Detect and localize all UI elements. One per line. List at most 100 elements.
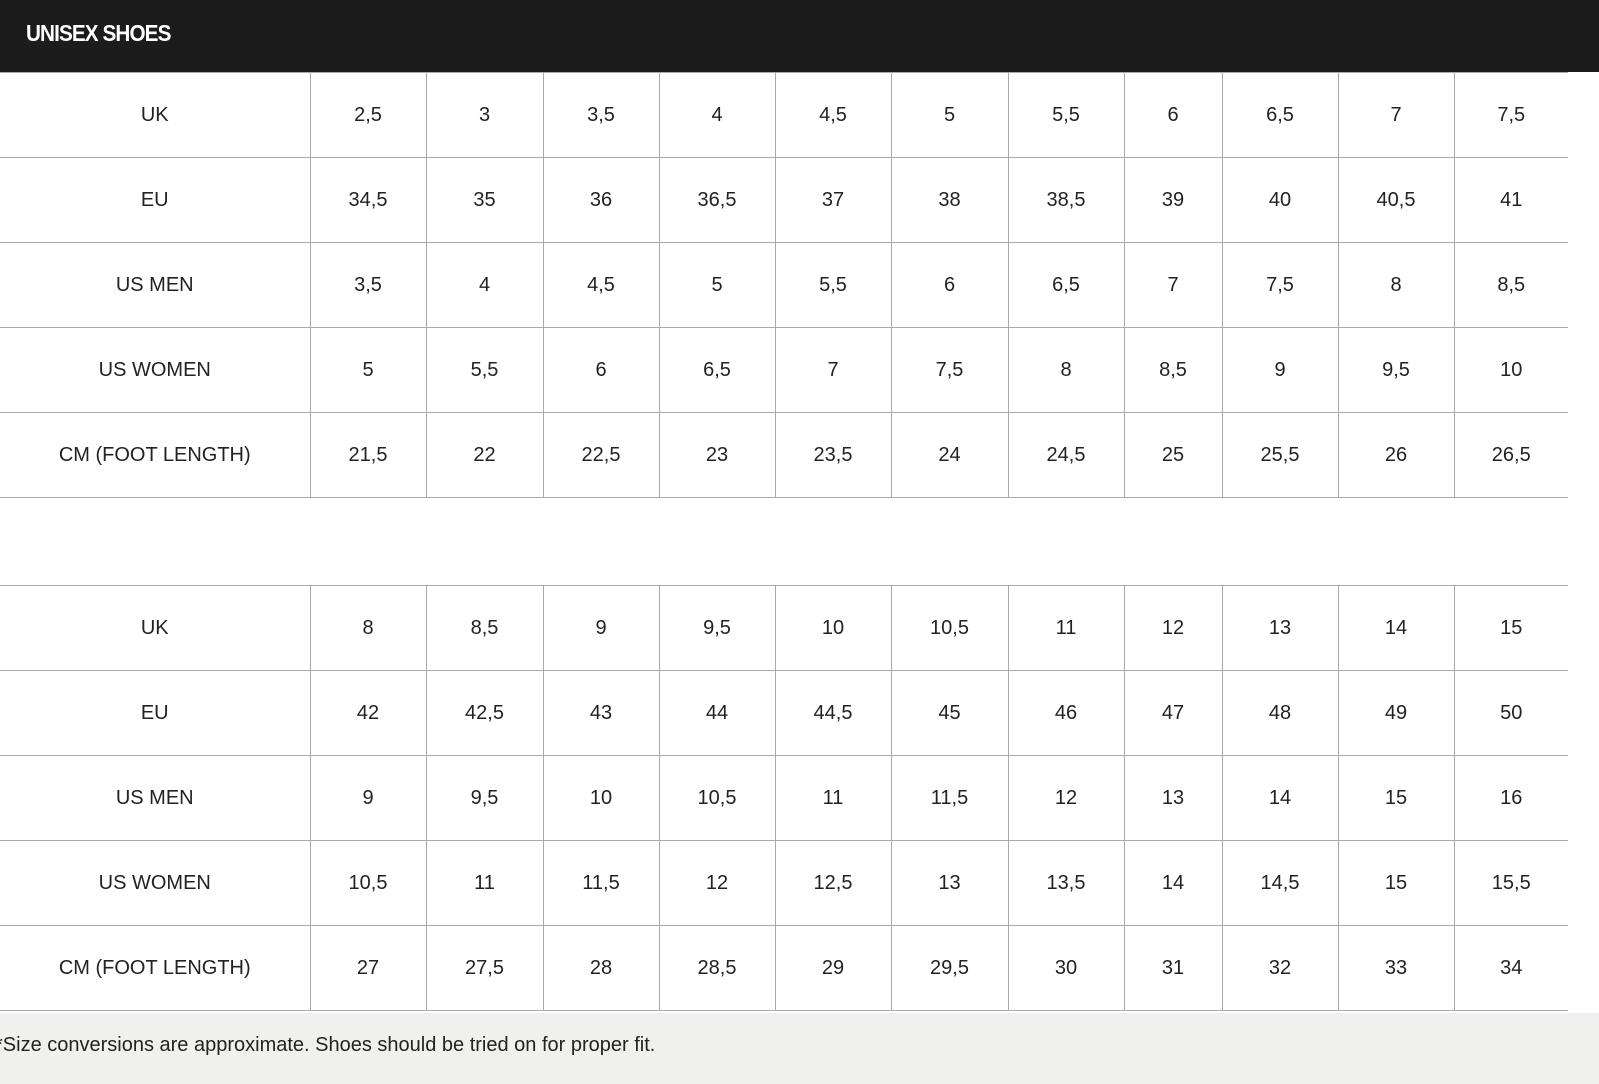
size-cell: 5 bbox=[890, 72, 1009, 158]
size-cell: 9,5 bbox=[1337, 327, 1455, 413]
row-label: US WOMEN bbox=[0, 327, 311, 413]
size-cell: 8 bbox=[1337, 242, 1455, 328]
size-cell: 11,5 bbox=[890, 755, 1009, 841]
size-cell: 3,5 bbox=[542, 72, 660, 158]
size-cell: 4 bbox=[425, 242, 544, 328]
size-cell: 8 bbox=[309, 585, 427, 671]
size-cell: 34,5 bbox=[309, 157, 427, 243]
section-title: UNISEX SHOES bbox=[26, 20, 171, 46]
size-cell: 12,5 bbox=[774, 840, 892, 926]
size-cell: 8,5 bbox=[1453, 242, 1568, 328]
size-cell: 44,5 bbox=[774, 670, 892, 756]
size-cell: 24 bbox=[890, 412, 1009, 498]
size-cell: 12 bbox=[658, 840, 776, 926]
size-cell: 22 bbox=[425, 412, 544, 498]
size-cell: 11 bbox=[425, 840, 544, 926]
size-cell: 10,5 bbox=[658, 755, 776, 841]
size-cell: 48 bbox=[1221, 670, 1339, 756]
size-cell: 14 bbox=[1123, 840, 1223, 926]
size-cell: 35 bbox=[425, 157, 544, 243]
size-cell: 49 bbox=[1337, 670, 1455, 756]
size-table-2: UK 8 8,5 9 9,5 10 10,5 11 12 13 14 15 EU 42 42,5 43 44 44… bbox=[0, 585, 1568, 1011]
size-cell: 16 bbox=[1453, 755, 1568, 841]
size-cell: 13 bbox=[1123, 755, 1223, 841]
row-label: US MEN bbox=[0, 242, 311, 328]
table-row: CM (FOOT LENGTH) 27 27,5 28 28,5 29 29,5 30 31 32… bbox=[0, 925, 1568, 1011]
size-cell: 6,5 bbox=[658, 327, 776, 413]
size-cell: 14,5 bbox=[1221, 840, 1339, 926]
size-cell: 8,5 bbox=[1123, 327, 1223, 413]
size-cell: 7 bbox=[1337, 72, 1455, 158]
size-cell: 33 bbox=[1337, 925, 1455, 1011]
size-cell: 50 bbox=[1453, 670, 1568, 756]
size-cell: 27,5 bbox=[425, 925, 544, 1011]
size-cell: 5,5 bbox=[425, 327, 544, 413]
table-row: US WOMEN 10,5 11 11,5 12 12,5 13 13,5 14 14,5 15 15… bbox=[0, 840, 1568, 926]
size-cell: 12 bbox=[1123, 585, 1223, 671]
section-header: UNISEX SHOES bbox=[0, 0, 1599, 72]
table-row: EU 42 42,5 43 44 44,5 45 46 47 48 49 50 bbox=[0, 670, 1568, 756]
size-cell: 10 bbox=[774, 585, 892, 671]
size-cell: 9,5 bbox=[425, 755, 544, 841]
size-cell: 10,5 bbox=[309, 840, 427, 926]
size-cell: 7,5 bbox=[890, 327, 1009, 413]
size-cell: 5 bbox=[309, 327, 427, 413]
size-cell: 29,5 bbox=[890, 925, 1009, 1011]
size-cell: 4 bbox=[658, 72, 776, 158]
size-cell: 36 bbox=[542, 157, 660, 243]
row-label: UK bbox=[0, 72, 311, 158]
size-cell: 14 bbox=[1337, 585, 1455, 671]
size-cell: 15 bbox=[1337, 840, 1455, 926]
table-row: US MEN 9 9,5 10 10,5 11 11,5 12 13 14 15 16 bbox=[0, 755, 1568, 841]
size-cell: 8 bbox=[1007, 327, 1125, 413]
size-cell: 36,5 bbox=[658, 157, 776, 243]
size-cell: 41 bbox=[1453, 157, 1568, 243]
size-cell: 15 bbox=[1453, 585, 1568, 671]
size-cell: 11 bbox=[774, 755, 892, 841]
size-cell: 32 bbox=[1221, 925, 1339, 1011]
size-cell: 12 bbox=[1007, 755, 1125, 841]
size-cell: 42 bbox=[309, 670, 427, 756]
size-cell: 43 bbox=[542, 670, 660, 756]
size-cell: 4,5 bbox=[774, 72, 892, 158]
footnote-text: *Size conversions are approximate. Shoes… bbox=[0, 1034, 656, 1056]
size-cell: 25 bbox=[1123, 412, 1223, 498]
size-cell: 6 bbox=[542, 327, 660, 413]
size-cell: 3,5 bbox=[309, 242, 427, 328]
size-cell: 5,5 bbox=[1007, 72, 1125, 158]
size-cell: 4,5 bbox=[542, 242, 660, 328]
table-row: EU 34,5 35 36 36,5 37 38 38,5 39 40 40,5 41 bbox=[0, 157, 1568, 243]
size-cell: 47 bbox=[1123, 670, 1223, 756]
size-cell: 5,5 bbox=[774, 242, 892, 328]
size-cell: 26 bbox=[1337, 412, 1455, 498]
size-cell: 14 bbox=[1221, 755, 1339, 841]
size-cell: 5 bbox=[658, 242, 776, 328]
table-row: UK 2,5 3 3,5 4 4,5 5 5,5 6 6,5 7 7,5 bbox=[0, 72, 1568, 158]
row-label: UK bbox=[0, 585, 311, 671]
size-cell: 26,5 bbox=[1453, 412, 1568, 498]
size-cell: 15 bbox=[1337, 755, 1455, 841]
size-cell: 6,5 bbox=[1221, 72, 1339, 158]
table-row: US WOMEN 5 5,5 6 6,5 7 7,5 8 8,5 9 9,5 10 bbox=[0, 327, 1568, 413]
size-cell: 6,5 bbox=[1007, 242, 1125, 328]
size-cell: 10,5 bbox=[890, 585, 1009, 671]
size-cell: 6 bbox=[1123, 72, 1223, 158]
size-cell: 46 bbox=[1007, 670, 1125, 756]
size-cell: 37 bbox=[774, 157, 892, 243]
size-cell: 10 bbox=[542, 755, 660, 841]
size-cell: 8,5 bbox=[425, 585, 544, 671]
size-cell: 7,5 bbox=[1453, 72, 1568, 158]
size-cell: 34 bbox=[1453, 925, 1568, 1011]
size-cell: 38 bbox=[890, 157, 1009, 243]
size-cell: 10 bbox=[1453, 327, 1568, 413]
row-label: EU bbox=[0, 157, 311, 243]
row-label: CM (FOOT LENGTH) bbox=[0, 925, 311, 1011]
size-cell: 45 bbox=[890, 670, 1009, 756]
size-cell: 22,5 bbox=[542, 412, 660, 498]
size-cell: 13 bbox=[1221, 585, 1339, 671]
size-cell: 23,5 bbox=[774, 412, 892, 498]
size-cell: 31 bbox=[1123, 925, 1223, 1011]
size-cell: 13,5 bbox=[1007, 840, 1125, 926]
size-cell: 9 bbox=[1221, 327, 1339, 413]
table-row: CM (FOOT LENGTH) 21,5 22 22,5 23 23,5 24 24,5 25… bbox=[0, 412, 1568, 498]
